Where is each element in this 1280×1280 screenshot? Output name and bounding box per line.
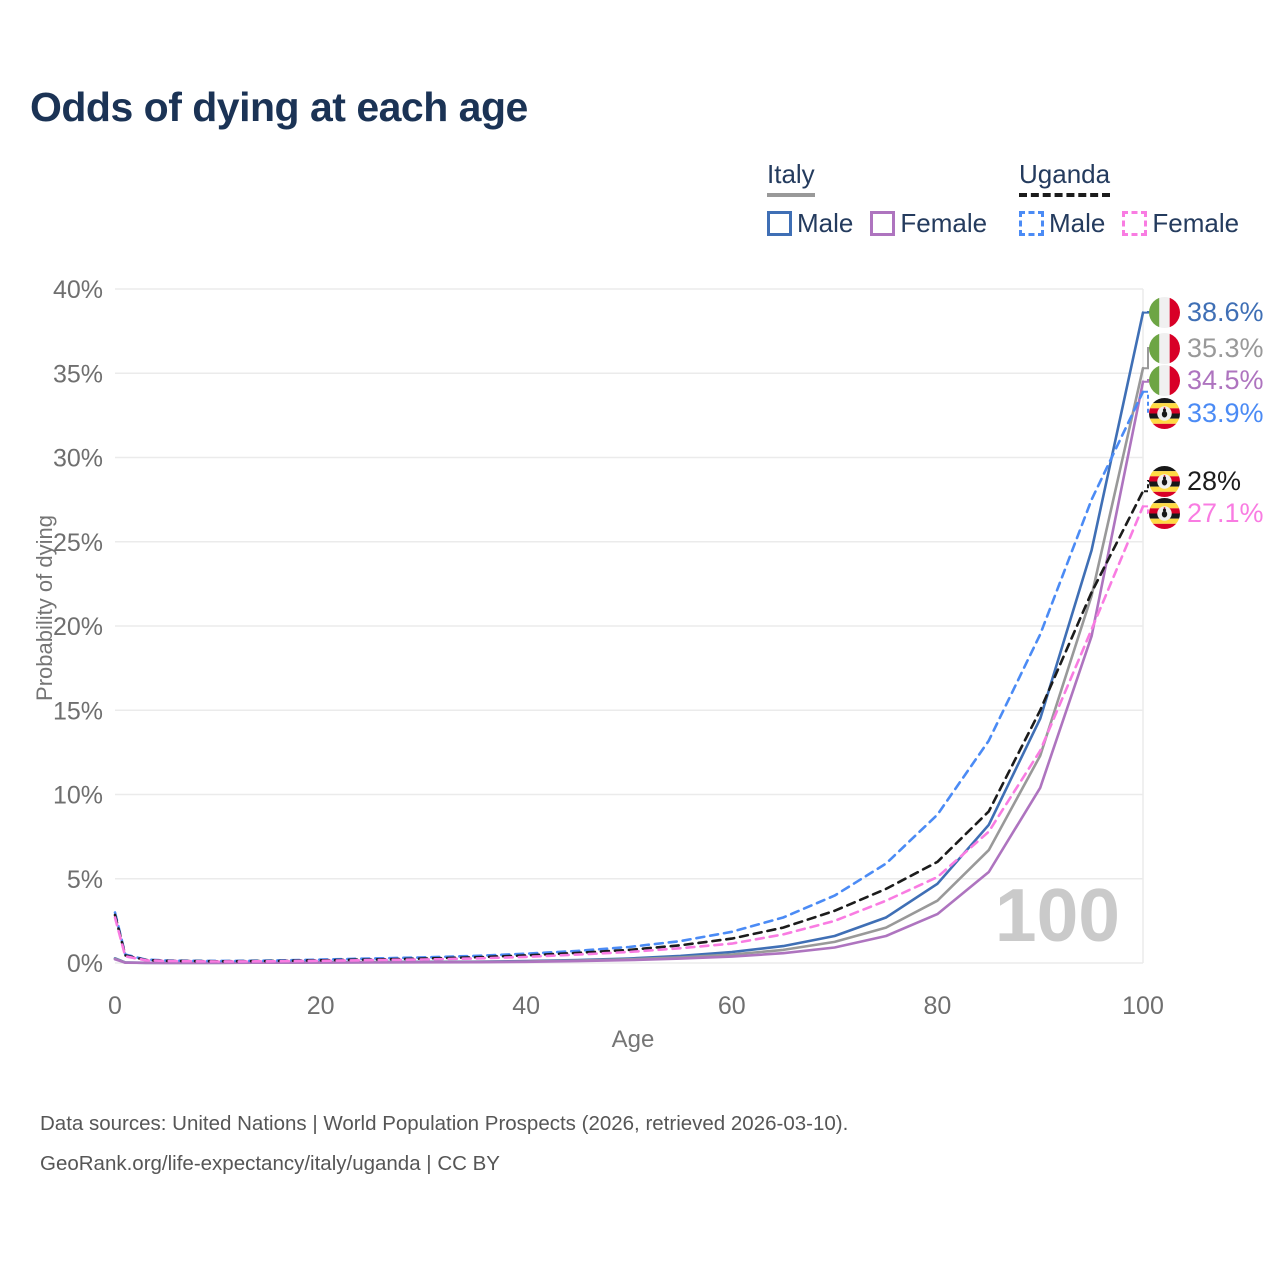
chart-series	[113, 311, 1145, 965]
license-line: GeoRank.org/life-expectancy/italy/uganda…	[40, 1152, 500, 1175]
legend-item-label: Female	[900, 207, 988, 238]
connector-uganda-male	[1144, 390, 1152, 414]
uganda-female-swatch	[1122, 210, 1148, 236]
legend-group-uganda: Uganda Male Female	[1019, 160, 1239, 239]
legend-items-italy: Male Female	[767, 208, 987, 239]
italy-male-swatch	[767, 210, 792, 236]
page-title: Odds of dying at each age	[30, 84, 528, 130]
y-tick-label: 15%	[53, 697, 103, 725]
y-tick-label: 25%	[53, 529, 103, 557]
series-line-uganda-female	[113, 505, 1145, 963]
y-tick-label: 40%	[53, 276, 103, 304]
x-tick-label: 80	[923, 992, 951, 1020]
end-label-value: 27.1%	[1187, 497, 1264, 528]
end-label-value: 38.6%	[1187, 296, 1264, 327]
italy-flag-icon	[1149, 364, 1180, 396]
series-line-uganda-male	[113, 390, 1145, 963]
italy-flag-icon	[1149, 332, 1180, 364]
y-tick-label: 30%	[53, 445, 103, 473]
legend-item-italy-male: Male	[767, 208, 853, 239]
end-label-row-uganda-both: 28%	[1149, 464, 1241, 498]
legend-item-label: Female	[1152, 207, 1240, 238]
legend-group-italy: Italy Male Female	[767, 160, 987, 239]
y-tick-label: 5%	[67, 866, 103, 894]
age-watermark: 100	[995, 873, 1120, 957]
legend-item-label: Male	[797, 207, 854, 238]
italy-flag-icon	[1149, 296, 1180, 328]
end-label-value: 35.3%	[1187, 332, 1264, 363]
x-tick-label: 20	[307, 992, 335, 1020]
attribution: Data sources: United Nations | World Pop…	[40, 1104, 848, 1184]
y-tick-label: 0%	[67, 950, 103, 978]
y-tick-label: 10%	[53, 782, 103, 810]
y-tick-label: 20%	[53, 613, 103, 641]
gridlines: 0% 5% 10% 15% 20% 25% 30% 35% 40% 0 20 40 60 80 100	[53, 276, 1164, 1020]
uganda-flag-icon	[1149, 397, 1180, 429]
series-line-uganda-both	[113, 489, 1145, 963]
legend-item-uganda-male: Male	[1019, 208, 1105, 239]
legend-items-uganda: Male Female	[1019, 208, 1239, 239]
uganda-flag-icon	[1149, 497, 1180, 529]
legend-item-italy-female: Female	[870, 208, 987, 239]
end-label-value: 34.5%	[1187, 364, 1264, 395]
end-label-row-italy-both: 35.3%	[1149, 331, 1264, 365]
y-axis-label: Probability of dying	[32, 515, 57, 701]
legend-item-uganda-female: Female	[1122, 208, 1239, 239]
end-label-row-italy-male: 38.6%	[1149, 295, 1264, 329]
x-axis-label: Age	[611, 1026, 655, 1053]
uganda-male-swatch	[1019, 210, 1044, 236]
x-tick-label: 40	[512, 992, 540, 1020]
end-label-row-uganda-female: 27.1%	[1149, 496, 1264, 530]
end-label-value: 33.9%	[1187, 397, 1264, 428]
series-line-italy-male	[113, 311, 1145, 965]
legend-country-uganda: Uganda	[1019, 160, 1111, 197]
y-tick-label: 35%	[53, 360, 103, 388]
x-tick-label: 0	[108, 992, 122, 1020]
end-label-row-uganda-male: 33.9%	[1149, 396, 1264, 430]
x-tick-label: 100	[1122, 992, 1164, 1020]
italy-female-swatch	[870, 210, 896, 236]
end-label-value: 28%	[1187, 465, 1242, 496]
legend-item-label: Male	[1049, 207, 1106, 238]
uganda-flag-icon	[1149, 465, 1180, 497]
series-line-italy-female	[113, 380, 1145, 965]
x-tick-label: 60	[718, 992, 746, 1020]
legend-country-italy: Italy	[767, 160, 815, 197]
connector-uganda-female	[1144, 505, 1152, 514]
data-source-line: Data sources: United Nations | World Pop…	[40, 1112, 849, 1135]
end-label-row-italy-female: 34.5%	[1149, 363, 1264, 397]
